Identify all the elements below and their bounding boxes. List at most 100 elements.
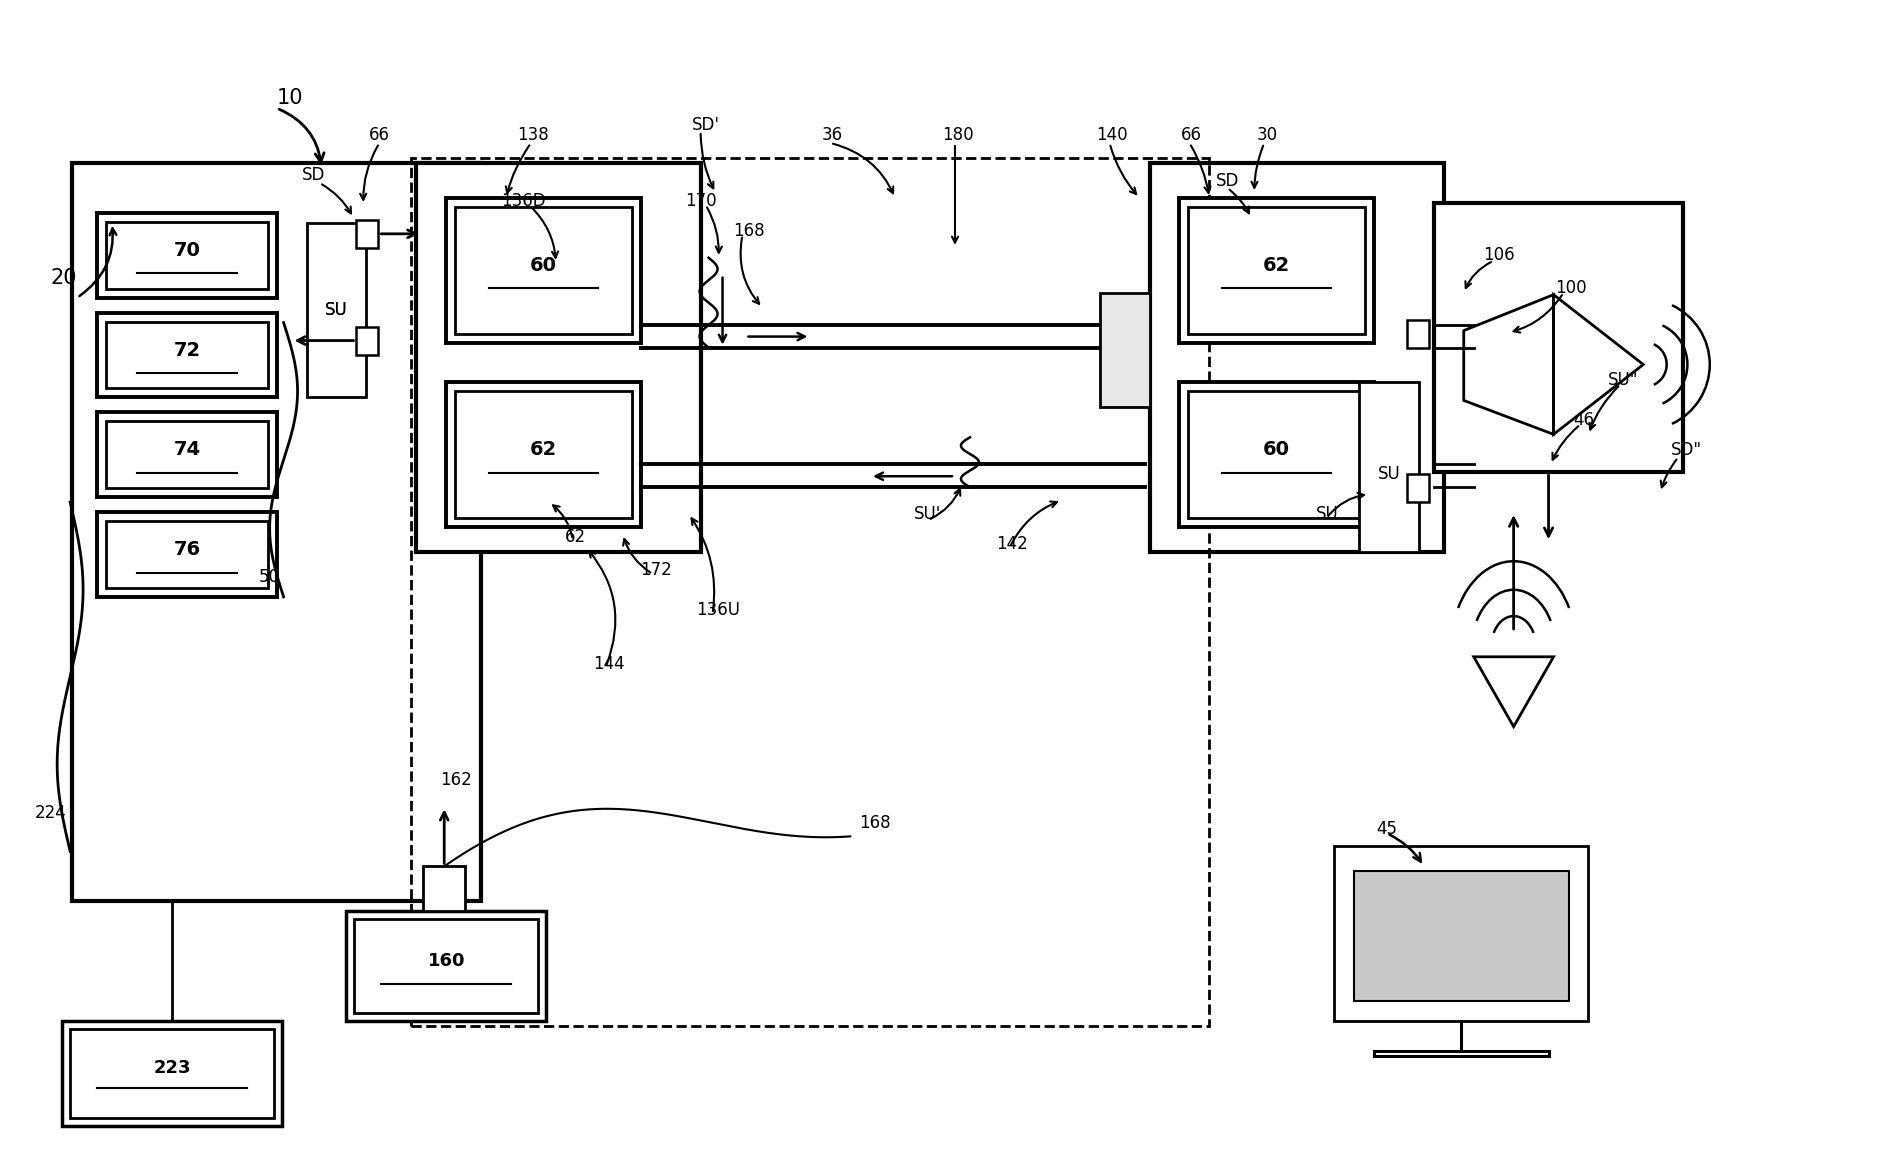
FancyArrowPatch shape xyxy=(1251,145,1263,188)
FancyArrowPatch shape xyxy=(1553,426,1577,460)
Text: 136D: 136D xyxy=(501,192,546,210)
Text: 45: 45 xyxy=(1376,820,1397,839)
Text: 76: 76 xyxy=(173,540,201,559)
Text: 162: 162 xyxy=(440,771,472,788)
Text: SU: SU xyxy=(324,301,347,319)
FancyArrowPatch shape xyxy=(279,109,324,162)
Bar xyxy=(446,198,641,342)
FancyArrowPatch shape xyxy=(1661,460,1676,487)
Text: SU: SU xyxy=(1316,505,1339,523)
FancyArrowPatch shape xyxy=(719,278,726,342)
FancyArrowPatch shape xyxy=(832,144,893,194)
Text: 46: 46 xyxy=(1574,411,1595,430)
Text: 136U: 136U xyxy=(696,601,741,619)
Bar xyxy=(72,162,482,901)
Text: 106: 106 xyxy=(1483,245,1515,264)
Polygon shape xyxy=(1473,657,1553,727)
Bar xyxy=(423,866,465,911)
Text: 72: 72 xyxy=(173,341,201,359)
Text: SD': SD' xyxy=(692,116,720,134)
Text: 30: 30 xyxy=(1257,126,1278,144)
Bar xyxy=(1354,871,1568,1001)
Text: 70: 70 xyxy=(173,241,201,260)
Bar xyxy=(1179,198,1375,342)
Bar xyxy=(97,412,277,498)
FancyArrowPatch shape xyxy=(741,237,758,304)
Text: SD: SD xyxy=(1215,172,1238,190)
Text: 180: 180 xyxy=(942,126,975,144)
FancyArrowPatch shape xyxy=(952,146,957,243)
FancyArrowPatch shape xyxy=(80,228,116,296)
Bar xyxy=(106,222,267,289)
Text: 223: 223 xyxy=(154,1060,191,1077)
Text: 36: 36 xyxy=(821,126,844,144)
Bar xyxy=(63,1021,283,1126)
Bar xyxy=(1100,293,1149,408)
FancyArrowPatch shape xyxy=(590,551,616,665)
FancyArrowPatch shape xyxy=(1229,190,1249,213)
Bar xyxy=(1433,203,1684,472)
Text: SU": SU" xyxy=(1608,371,1638,389)
Bar xyxy=(455,392,631,518)
Text: SU: SU xyxy=(1378,465,1401,483)
Text: SD: SD xyxy=(301,166,326,184)
FancyArrowPatch shape xyxy=(531,207,557,258)
Text: 138: 138 xyxy=(518,126,548,144)
FancyArrowPatch shape xyxy=(1589,386,1619,430)
Text: 100: 100 xyxy=(1555,279,1587,297)
Text: 62: 62 xyxy=(529,440,557,460)
FancyArrowPatch shape xyxy=(1545,475,1553,536)
Text: 168: 168 xyxy=(732,222,764,240)
Bar xyxy=(70,1029,273,1117)
Bar xyxy=(411,158,1210,1026)
FancyArrowPatch shape xyxy=(322,184,351,213)
Text: SD": SD" xyxy=(1670,441,1703,460)
Bar xyxy=(106,521,267,588)
Text: 62: 62 xyxy=(1263,256,1291,274)
FancyArrowPatch shape xyxy=(692,518,715,612)
Bar xyxy=(1335,847,1589,1021)
Bar xyxy=(446,382,641,528)
Bar xyxy=(1407,475,1430,502)
Bar xyxy=(356,220,379,248)
Text: 140: 140 xyxy=(1096,126,1128,144)
Bar xyxy=(1189,207,1365,334)
Bar xyxy=(97,213,277,297)
FancyArrowPatch shape xyxy=(381,230,415,237)
FancyArrowPatch shape xyxy=(624,539,650,573)
Bar xyxy=(1149,162,1443,552)
FancyArrowPatch shape xyxy=(1111,145,1136,194)
Text: 20: 20 xyxy=(51,267,78,288)
Text: 224: 224 xyxy=(34,804,66,823)
FancyArrowPatch shape xyxy=(1513,295,1562,333)
FancyArrowPatch shape xyxy=(360,145,377,199)
FancyArrowPatch shape xyxy=(1011,501,1056,545)
Bar xyxy=(307,222,366,397)
Bar xyxy=(97,312,277,397)
Text: 144: 144 xyxy=(593,654,624,673)
FancyArrowPatch shape xyxy=(440,812,447,864)
Text: 160: 160 xyxy=(427,952,465,970)
FancyArrowPatch shape xyxy=(876,472,952,480)
Bar xyxy=(1189,392,1365,518)
Text: 60: 60 xyxy=(531,256,557,274)
Bar xyxy=(1407,319,1430,348)
Text: SU': SU' xyxy=(914,505,942,523)
Text: 172: 172 xyxy=(639,561,671,579)
Text: 10: 10 xyxy=(277,89,303,108)
Bar xyxy=(106,422,267,488)
FancyArrowPatch shape xyxy=(749,333,804,340)
Bar xyxy=(417,162,702,552)
Bar xyxy=(1179,382,1375,528)
FancyArrowPatch shape xyxy=(554,506,573,537)
Text: 168: 168 xyxy=(859,814,891,833)
FancyArrowPatch shape xyxy=(1509,518,1519,629)
FancyArrowPatch shape xyxy=(506,145,529,192)
FancyArrowPatch shape xyxy=(1390,834,1420,862)
FancyArrowPatch shape xyxy=(931,488,959,518)
Text: SU: SU xyxy=(324,301,347,319)
Text: 170: 170 xyxy=(684,192,717,210)
Bar xyxy=(1359,382,1418,552)
Bar xyxy=(355,919,538,1013)
Text: 50: 50 xyxy=(260,568,281,586)
